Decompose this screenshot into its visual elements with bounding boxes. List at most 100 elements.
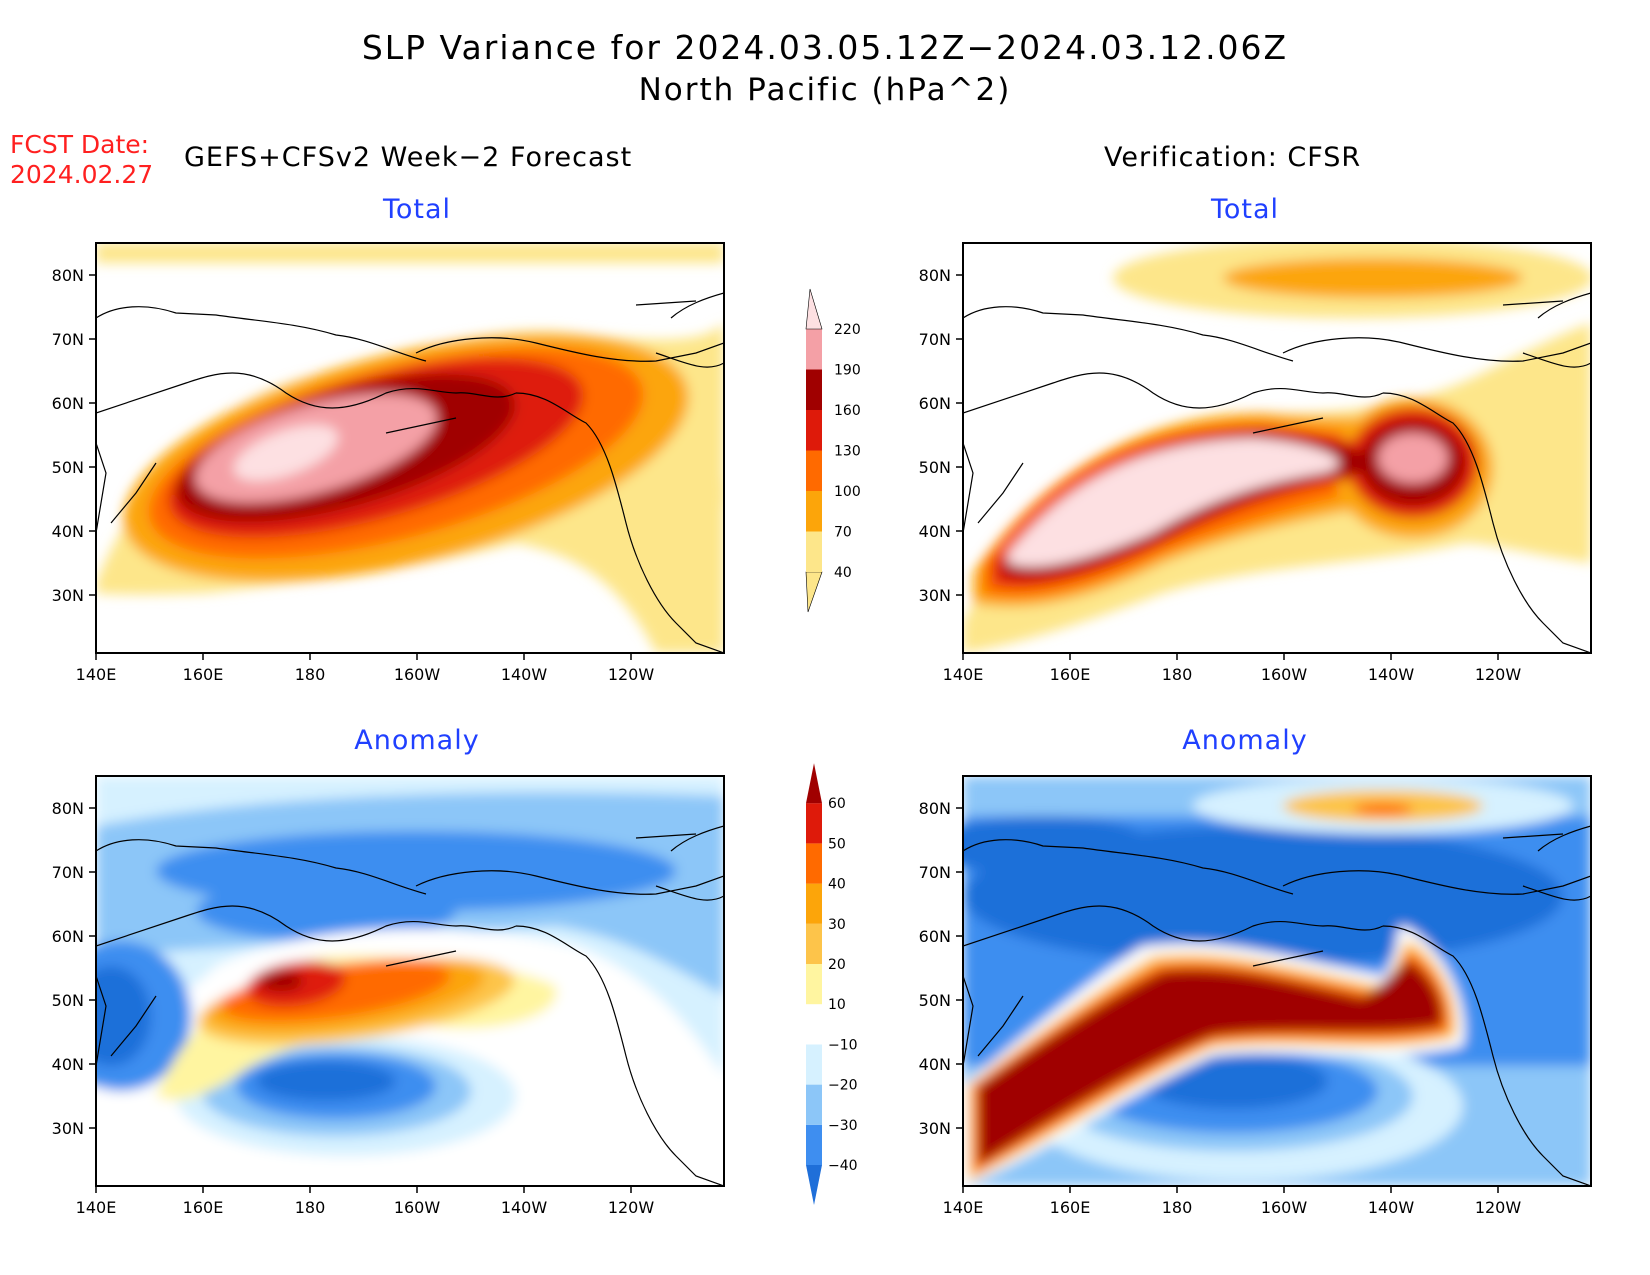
coastline — [96, 442, 157, 534]
lon-tick-label: 160W — [1261, 665, 1308, 684]
lon-tick-label: 160W — [1261, 1198, 1308, 1217]
colorbar-segment — [806, 843, 822, 884]
contour-region — [96, 966, 151, 1066]
lat-tick-label: 40N — [919, 522, 951, 541]
contour-region — [196, 881, 456, 941]
coastline — [96, 372, 517, 414]
coastline — [1502, 292, 1591, 319]
coastline — [1252, 417, 1324, 434]
lat-tick-label: 50N — [919, 458, 951, 477]
lon-tick-label: 160E — [1050, 1198, 1091, 1217]
coastlines — [96, 292, 724, 653]
lon-tick-label: 140E — [76, 1198, 117, 1217]
colorbar-label: 60 — [828, 796, 846, 812]
contour-field — [96, 776, 724, 1186]
colorbar-segment — [806, 883, 822, 924]
lon-tick-label: 120W — [1475, 1198, 1522, 1217]
contour-field — [963, 243, 1591, 653]
lat-tick-label: 60N — [919, 927, 951, 946]
lon-tick-label: 160E — [1050, 665, 1091, 684]
coastline — [1382, 925, 1591, 1186]
lon-tick-label: 160E — [183, 1198, 224, 1217]
contour-region — [256, 1061, 396, 1101]
coastline — [515, 925, 724, 1186]
coastline — [96, 306, 427, 362]
colorbar-segment — [806, 1044, 822, 1085]
coastline — [96, 975, 157, 1067]
coastline — [963, 975, 1024, 1067]
lat-tick-label: 40N — [52, 1055, 84, 1074]
contour-region — [1008, 438, 1339, 567]
colorbar-segment — [806, 531, 822, 572]
lon-tick-label: 140W — [501, 1198, 548, 1217]
lon-tick-label: 160W — [394, 665, 441, 684]
lon-tick-label: 160W — [394, 1198, 441, 1217]
lon-tick-label: 120W — [608, 1198, 655, 1217]
verification-total-title: Total — [1210, 194, 1280, 225]
colorbar-label: 160 — [834, 403, 861, 419]
coastline — [96, 905, 517, 947]
coastline — [415, 870, 724, 895]
lat-tick-label: 70N — [919, 330, 951, 349]
lat-tick-label: 70N — [52, 330, 84, 349]
colorbar-label: 20 — [828, 957, 846, 973]
contour-region — [666, 443, 724, 543]
lat-tick-label: 40N — [919, 1055, 951, 1074]
colorbar-segment — [806, 450, 822, 491]
coastline — [655, 885, 724, 901]
contour-field — [963, 776, 1591, 1186]
forecast-anomaly-title: Anomaly — [354, 725, 480, 756]
contour-region — [1378, 433, 1448, 483]
lat-tick-label: 30N — [52, 586, 84, 605]
contour-region — [963, 816, 1153, 876]
map-frame — [95, 242, 725, 654]
lon-tick-label: 180 — [295, 1198, 326, 1217]
coastline — [415, 337, 724, 362]
colorbar-label: −10 — [828, 1037, 858, 1053]
coastline — [1282, 337, 1591, 362]
colorbar-segment — [806, 1124, 822, 1165]
map-panel-verification-total: 140E 160E 180 160W 140W 120W 30N 40N 50N 60N 70N 80… — [919, 242, 1592, 684]
coastlines — [963, 825, 1591, 1186]
coastline — [635, 292, 724, 319]
lat-tick-label: 30N — [919, 586, 951, 605]
colorbar-label: 30 — [828, 917, 846, 933]
coastlines — [963, 292, 1591, 653]
lon-tick-label: 120W — [608, 665, 655, 684]
forecast-column-heading: GEFS+CFSv2 Week−2 Forecast — [184, 142, 633, 173]
total-colorbar: 40 70 100 130 160 190 220 — [805, 288, 861, 613]
contour-region — [259, 971, 303, 991]
lat-tick-label: 30N — [919, 1119, 951, 1138]
colorbar-segment — [806, 369, 822, 410]
lat-tick-label: 50N — [919, 991, 951, 1010]
coastlines — [96, 825, 724, 1186]
forecast-total-title: Total — [382, 194, 452, 225]
lon-tick-label: 140W — [1368, 1198, 1415, 1217]
coastline — [963, 306, 1294, 362]
lon-tick-label: 140E — [943, 1198, 984, 1217]
coastline — [963, 442, 1024, 534]
contour-region — [1223, 258, 1523, 298]
lat-tick-label: 40N — [52, 522, 84, 541]
lat-tick-label: 80N — [919, 266, 951, 285]
lon-tick-label: 140E — [943, 665, 984, 684]
colorbar-segment — [806, 410, 822, 451]
coastline — [963, 905, 1384, 947]
colorbar-arrow-top — [805, 288, 823, 330]
map-panel-forecast-total: 140E 160E 180 160W 140W 120W 30N 40N 50N 60N 70N 80… — [52, 242, 725, 684]
lat-tick-label: 80N — [52, 799, 84, 818]
lat-tick-label: 80N — [52, 266, 84, 285]
map-frame — [95, 775, 725, 1187]
contour-region — [1353, 803, 1413, 815]
contour-region — [96, 243, 724, 263]
lat-tick-label: 50N — [52, 458, 84, 477]
forecast-date-value: 2024.02.27 — [10, 160, 154, 189]
colorbar-segment — [806, 1084, 822, 1125]
coastline — [1522, 885, 1591, 901]
colorbar-label: 10 — [828, 997, 846, 1013]
colorbar-segment — [806, 964, 822, 1005]
colorbar-arrow-bottom — [806, 1165, 822, 1205]
coastline — [655, 352, 724, 368]
colorbar-segment — [806, 329, 822, 370]
